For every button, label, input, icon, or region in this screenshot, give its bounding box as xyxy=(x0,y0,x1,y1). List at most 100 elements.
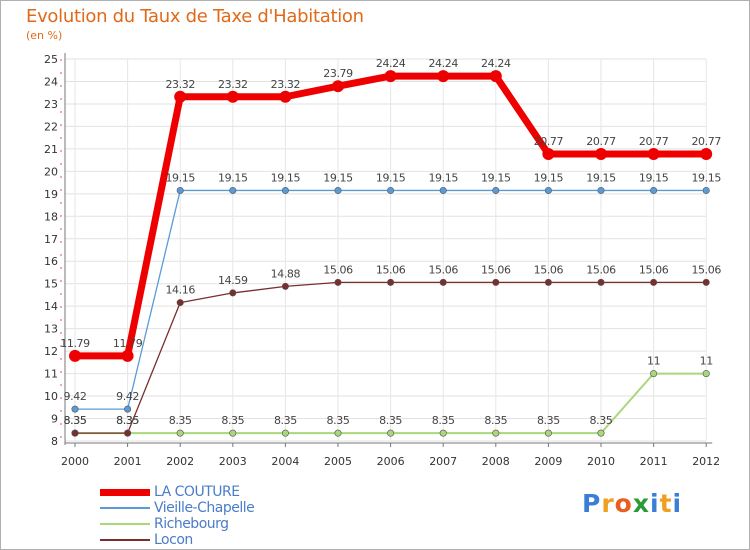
data-point xyxy=(124,429,132,437)
brand-letter: r xyxy=(601,489,615,518)
data-label: 19.15 xyxy=(271,171,301,184)
data-point xyxy=(124,405,132,413)
data-label: 8.35 xyxy=(116,414,139,427)
data-point xyxy=(492,278,500,286)
brand-letter: x xyxy=(632,489,650,518)
data-point xyxy=(229,429,237,437)
data-label: 19.15 xyxy=(481,171,511,184)
data-label: 23.32 xyxy=(165,78,195,91)
data-label: 20.77 xyxy=(586,135,616,148)
x-tick-label: 2010 xyxy=(587,455,615,468)
data-label: 15.06 xyxy=(376,263,406,276)
data-label: 8.35 xyxy=(484,414,507,427)
data-label: 8.35 xyxy=(64,414,87,427)
legend-swatch xyxy=(100,489,150,496)
data-label: 9.42 xyxy=(64,390,87,403)
data-point xyxy=(650,370,658,378)
data-point xyxy=(281,282,289,290)
data-label: 11 xyxy=(700,355,713,368)
brand-letter: t xyxy=(659,489,673,518)
y-tick-label: 24 xyxy=(44,75,58,88)
data-point xyxy=(387,429,395,437)
y-tick-label: 21 xyxy=(44,143,58,156)
legend-label: LA COUTURE xyxy=(154,484,240,500)
brand-letter: i xyxy=(650,489,660,518)
data-point xyxy=(439,278,447,286)
data-label: 24.24 xyxy=(376,57,406,70)
data-label: 8.35 xyxy=(327,414,350,427)
x-tick-label: 2002 xyxy=(166,455,194,468)
data-label: 8.35 xyxy=(274,414,297,427)
legend-label: Richebourg xyxy=(154,516,229,532)
data-point xyxy=(387,278,395,286)
y-tick-label: 14 xyxy=(44,300,58,313)
data-label: 8.35 xyxy=(169,414,192,427)
legend-swatch xyxy=(100,507,150,509)
data-label: 23.32 xyxy=(271,78,301,91)
x-tick-label: 2012 xyxy=(692,455,720,468)
data-label: 19.15 xyxy=(534,171,564,184)
data-label: 19.15 xyxy=(691,171,721,184)
data-label: 11 xyxy=(647,355,660,368)
data-point xyxy=(332,80,344,93)
data-label: 19.15 xyxy=(165,171,195,184)
y-tick-label: 12 xyxy=(44,345,58,358)
data-labels: 11.79 11.79 23.32 23.32 23.32 23.79 24.24 24.24… xyxy=(60,57,721,427)
data-label: 23.79 xyxy=(323,67,353,80)
data-label: 15.06 xyxy=(586,263,616,276)
data-point xyxy=(702,370,710,378)
data-label: 8.35 xyxy=(116,414,139,427)
data-point xyxy=(597,429,605,437)
data-label: 24.24 xyxy=(481,57,511,70)
y-tick-label: 23 xyxy=(44,98,58,111)
data-label: 15.06 xyxy=(428,263,458,276)
y-tick-label: 10 xyxy=(44,390,58,403)
data-label: 8.35 xyxy=(537,414,560,427)
y-tick-label: 8 xyxy=(51,435,58,448)
data-point xyxy=(544,278,552,286)
data-label: 20.77 xyxy=(534,135,564,148)
x-tick-label: 2004 xyxy=(271,455,299,468)
x-tick-label: 2006 xyxy=(377,455,405,468)
data-label: 14.16 xyxy=(165,284,195,297)
data-point xyxy=(544,429,552,437)
data-label: 14.59 xyxy=(218,274,248,287)
data-point xyxy=(71,405,79,413)
data-label: 23.32 xyxy=(218,78,248,91)
y-tick-label: 25 xyxy=(44,53,58,66)
data-label: 19.15 xyxy=(376,171,406,184)
data-point xyxy=(71,429,79,437)
data-label: 8.35 xyxy=(379,414,402,427)
data-point xyxy=(597,186,605,194)
data-point xyxy=(229,289,237,297)
data-label: 15.06 xyxy=(639,263,669,276)
data-point xyxy=(437,70,450,83)
data-label: 15.06 xyxy=(534,263,564,276)
data-point xyxy=(279,90,292,103)
x-tick-label: 2000 xyxy=(61,455,89,468)
data-point xyxy=(439,186,447,194)
data-point xyxy=(650,186,658,194)
data-point xyxy=(334,278,342,286)
legend-label: Locon xyxy=(154,532,193,548)
data-label: 8.35 xyxy=(432,414,455,427)
data-label: 19.15 xyxy=(639,171,669,184)
data-label: 20.77 xyxy=(639,135,669,148)
legend-label: Vieille-Chapelle xyxy=(154,500,255,516)
data-label: 8.35 xyxy=(590,414,613,427)
data-point xyxy=(229,186,237,194)
y-tick-label: 20 xyxy=(44,165,58,178)
y-tick-label: 17 xyxy=(44,233,58,246)
data-label: 19.15 xyxy=(428,171,458,184)
data-point xyxy=(226,90,239,103)
y-tick-label: 16 xyxy=(44,255,58,268)
brand-letter: i xyxy=(672,489,683,518)
data-point xyxy=(439,429,447,437)
data-point xyxy=(492,186,500,194)
legend-swatch xyxy=(100,523,150,525)
data-label: 15.06 xyxy=(481,263,511,276)
data-point xyxy=(492,429,500,437)
x-tick-label: 2005 xyxy=(324,455,352,468)
data-label: 8.35 xyxy=(64,414,87,427)
